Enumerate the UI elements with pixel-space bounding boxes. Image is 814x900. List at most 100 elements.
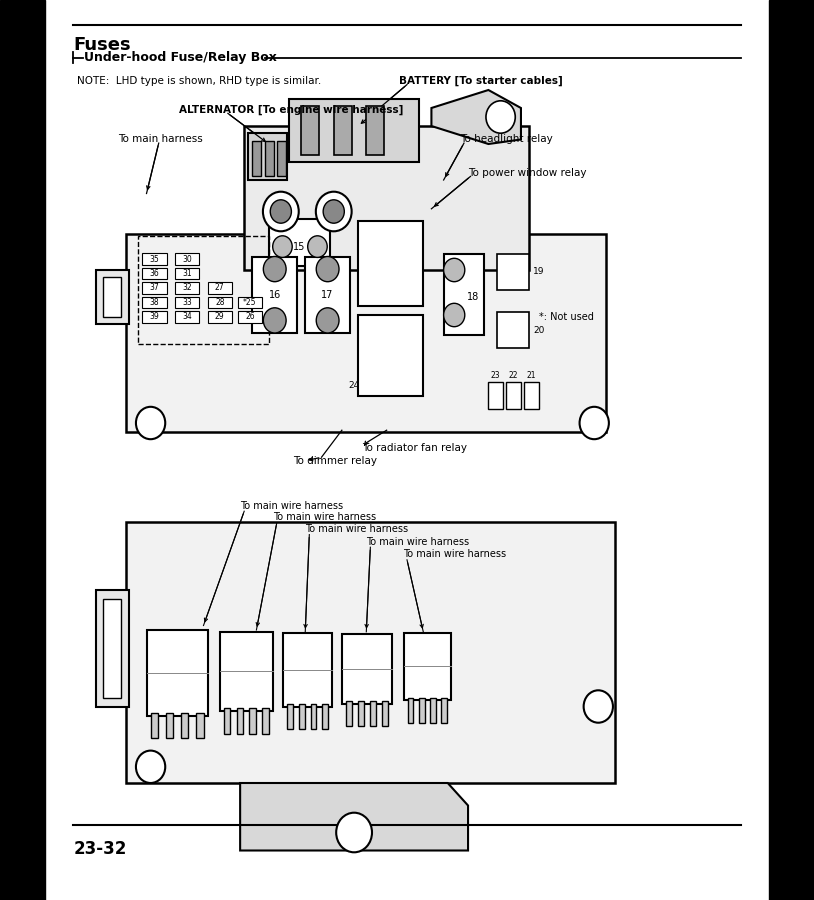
Bar: [175, 253, 199, 265]
Bar: [358, 315, 423, 396]
Text: 17: 17: [322, 290, 334, 300]
Circle shape: [316, 308, 339, 333]
Bar: [497, 254, 529, 290]
Circle shape: [486, 101, 515, 133]
Bar: [142, 268, 167, 279]
Text: 19: 19: [533, 267, 545, 276]
Bar: [96, 590, 129, 706]
Bar: [142, 310, 167, 322]
Text: *25: *25: [243, 298, 256, 307]
Bar: [126, 234, 606, 432]
Bar: [96, 270, 129, 324]
Bar: [224, 708, 230, 734]
Text: To main wire harness: To main wire harness: [366, 536, 470, 547]
Text: NOTE:  LHD type is shown, RHD type is similar.: NOTE: LHD type is shown, RHD type is sim…: [77, 76, 322, 86]
Text: 37: 37: [150, 284, 160, 292]
Bar: [342, 634, 392, 704]
Bar: [506, 382, 521, 410]
Bar: [366, 106, 384, 155]
Bar: [289, 99, 419, 162]
Circle shape: [584, 690, 613, 723]
Bar: [238, 296, 262, 308]
Text: To dimmer relay: To dimmer relay: [293, 455, 377, 466]
Bar: [419, 698, 425, 723]
Text: 24: 24: [348, 381, 360, 390]
Circle shape: [323, 200, 344, 223]
Circle shape: [308, 236, 327, 257]
Bar: [238, 310, 262, 322]
Circle shape: [264, 308, 287, 333]
Bar: [126, 522, 615, 783]
Text: 20: 20: [533, 326, 545, 335]
Text: 39: 39: [150, 312, 160, 321]
Bar: [249, 708, 256, 734]
Text: Under-hood Fuse/Relay Box: Under-hood Fuse/Relay Box: [84, 51, 277, 64]
Text: To main wire harness: To main wire harness: [403, 549, 506, 560]
Circle shape: [136, 407, 165, 439]
Text: To main wire harness: To main wire harness: [240, 500, 344, 511]
Text: 28: 28: [215, 298, 225, 307]
Bar: [151, 713, 158, 738]
Bar: [252, 256, 297, 333]
Circle shape: [263, 192, 299, 231]
Text: 36: 36: [150, 269, 160, 278]
Text: 29: 29: [215, 312, 225, 321]
Bar: [444, 254, 484, 335]
Circle shape: [136, 751, 165, 783]
Text: 16: 16: [269, 290, 281, 300]
Bar: [237, 708, 243, 734]
Bar: [248, 133, 287, 180]
Bar: [208, 282, 232, 293]
Text: 35: 35: [150, 255, 160, 264]
Text: 30: 30: [182, 255, 192, 264]
Bar: [488, 382, 503, 410]
Text: 34: 34: [182, 312, 192, 321]
Bar: [524, 382, 539, 410]
Bar: [299, 704, 304, 729]
Bar: [311, 704, 317, 729]
Bar: [277, 141, 286, 176]
Bar: [142, 282, 167, 293]
Bar: [142, 296, 167, 308]
Bar: [283, 633, 332, 706]
Text: 33: 33: [182, 298, 192, 307]
Bar: [220, 632, 273, 711]
Bar: [244, 126, 529, 270]
Bar: [262, 708, 269, 734]
Bar: [142, 253, 167, 265]
Circle shape: [580, 407, 609, 439]
Circle shape: [273, 236, 292, 257]
Circle shape: [316, 256, 339, 282]
Bar: [196, 713, 204, 738]
Bar: [497, 312, 529, 348]
Bar: [175, 268, 199, 279]
Circle shape: [264, 256, 287, 282]
Text: 31: 31: [182, 269, 192, 278]
Bar: [408, 698, 414, 723]
Bar: [103, 277, 121, 317]
Bar: [287, 704, 293, 729]
Text: 15: 15: [293, 241, 306, 252]
Bar: [175, 282, 199, 293]
Bar: [175, 310, 199, 322]
Text: 22: 22: [509, 371, 519, 380]
Bar: [181, 713, 188, 738]
Bar: [208, 296, 232, 308]
Text: To radiator fan relay: To radiator fan relay: [362, 443, 467, 454]
Circle shape: [444, 258, 465, 282]
Text: 18: 18: [467, 292, 479, 302]
Bar: [404, 633, 451, 700]
Bar: [301, 106, 319, 155]
Circle shape: [316, 192, 352, 231]
Text: To main wire harness: To main wire harness: [273, 512, 376, 523]
Polygon shape: [240, 783, 468, 850]
Text: 23: 23: [491, 371, 501, 380]
Text: 21: 21: [527, 371, 536, 380]
Text: 26: 26: [245, 312, 255, 321]
Circle shape: [336, 813, 372, 852]
Bar: [175, 296, 199, 308]
Text: *: Not used: *: Not used: [539, 311, 593, 322]
Bar: [383, 701, 388, 726]
Text: BATTERY [To starter cables]: BATTERY [To starter cables]: [399, 76, 562, 86]
Bar: [430, 698, 435, 723]
